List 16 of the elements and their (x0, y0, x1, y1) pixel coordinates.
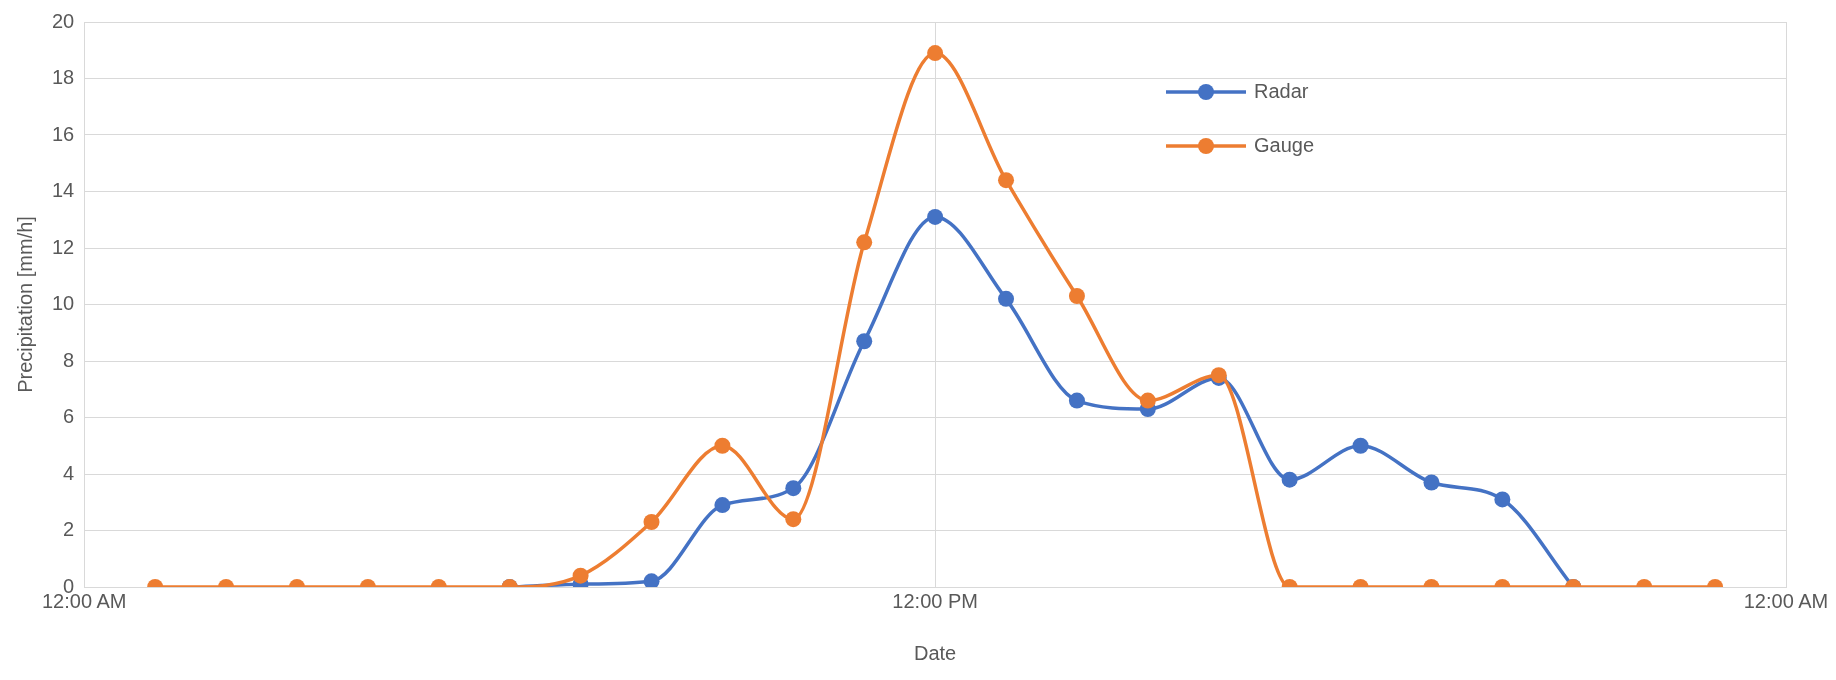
y-tick-label: 14 (52, 179, 75, 202)
y-tick-label: 16 (52, 122, 75, 145)
y-tick-label: 18 (52, 66, 75, 89)
x-tick-label: 12:00 AM (1743, 589, 1829, 612)
y-tick-label: 6 (63, 405, 75, 428)
y-tick-label: 8 (63, 348, 75, 371)
y-axis-title: Precipitation [mm/h] (13, 216, 36, 393)
y-tick-label: 12 (52, 235, 75, 258)
x-axis-title: Date (914, 641, 957, 664)
x-tick-label: 12:00 PM (892, 589, 978, 612)
y-tick-label: 4 (63, 461, 75, 484)
y-tick-label: 10 (52, 292, 75, 315)
legend-label: Radar (1254, 79, 1309, 102)
legend-label: Gauge (1254, 133, 1315, 156)
y-tick-label: 20 (52, 9, 75, 32)
y-tick-label: 2 (63, 518, 75, 541)
